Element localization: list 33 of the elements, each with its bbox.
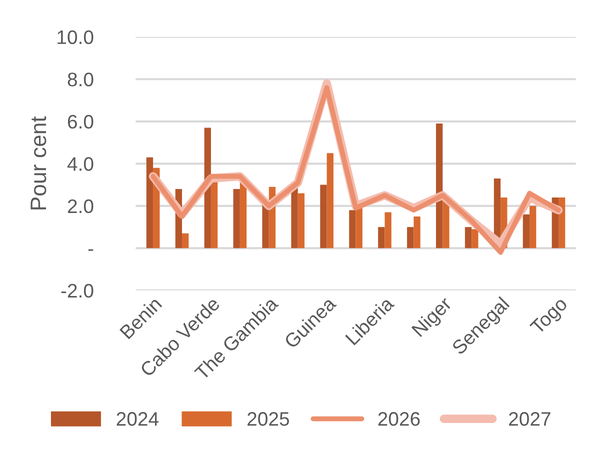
bar xyxy=(436,124,443,248)
y-tick-label: -2.0 xyxy=(61,284,94,298)
bar xyxy=(291,186,298,248)
bar xyxy=(210,180,218,248)
bar xyxy=(414,216,420,248)
bar xyxy=(320,184,327,248)
y-tick-label: 10.0 xyxy=(58,30,94,44)
bar xyxy=(146,157,154,248)
bar xyxy=(407,227,414,248)
bar xyxy=(240,180,247,248)
y-tick-label: 2.0 xyxy=(68,199,94,214)
bar xyxy=(522,214,530,248)
y-axis-title: Pour cent xyxy=(30,116,46,210)
legend-label: 2025 xyxy=(248,412,290,426)
bar xyxy=(326,153,334,248)
y-tick-label: 6.0 xyxy=(68,114,94,129)
y-tick-label: 4.0 xyxy=(67,157,94,171)
bar xyxy=(378,227,385,248)
bar xyxy=(384,212,392,248)
bar xyxy=(298,193,305,248)
x-tick-label: Togo xyxy=(529,296,571,338)
y-tick-label: 8.0 xyxy=(68,72,94,86)
bar xyxy=(233,189,240,248)
bar xyxy=(464,227,472,248)
legend-label: 2024 xyxy=(116,412,159,426)
legend-label: 2026 xyxy=(378,412,420,426)
bar xyxy=(349,210,356,248)
bar xyxy=(182,233,189,248)
bar xyxy=(472,229,478,248)
y-tick-label: - xyxy=(88,249,94,251)
bar xyxy=(356,208,362,248)
bar xyxy=(530,206,536,248)
legend-label: 2027 xyxy=(509,412,550,426)
